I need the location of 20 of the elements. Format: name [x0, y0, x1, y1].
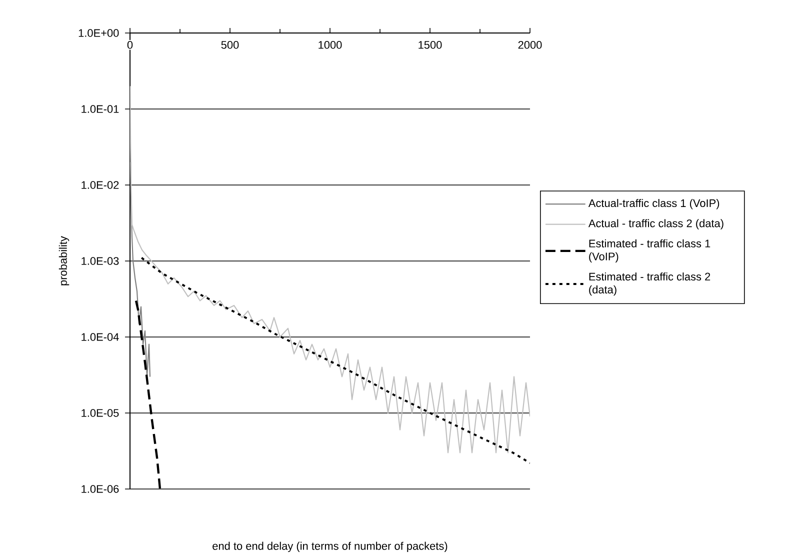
y-tick-label: 1.0E-03 — [82, 257, 119, 266]
y-tick-label: 1.0E+00 — [78, 29, 119, 38]
y-tick-label: 1.0E-05 — [82, 409, 119, 418]
x-tick-label: 0 — [127, 41, 133, 49]
line-series — [130, 86, 530, 454]
x-tick-label: 500 — [221, 41, 239, 49]
y-tick-label: 1.0E-02 — [82, 181, 119, 190]
x-tick-label: 1500 — [418, 41, 442, 49]
x-tick-label: 2000 — [518, 41, 542, 49]
x-axis-title: end to end delay (in terms of number of packets) — [212, 542, 448, 552]
y-tick-label: 1.0E-01 — [82, 105, 119, 114]
line-series — [130, 162, 151, 378]
legend-label: Actual-traffic class 1 (VoIP) — [588, 199, 720, 210]
x-tick-label: 1000 — [318, 41, 342, 49]
legend-label: Estimated - traffic class 2 (data) — [589, 272, 710, 296]
y-axis-title: probability — [58, 236, 70, 286]
y-tick-label: 1.0E-06 — [82, 485, 119, 494]
y-tick-label: 1.0E-04 — [82, 333, 119, 342]
legend-label: Actual - traffic class 2 (data) — [588, 219, 724, 230]
legend-label: Estimated - traffic class 1 (VoIP) — [589, 240, 710, 263]
